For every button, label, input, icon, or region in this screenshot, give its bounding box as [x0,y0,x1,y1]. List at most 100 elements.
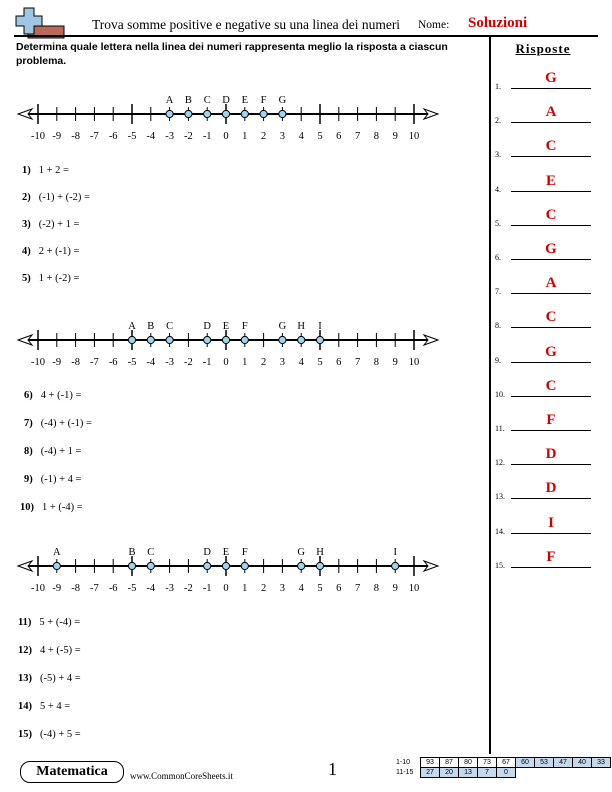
answer-row: 3. C [493,137,593,159]
answer-blank[interactable] [511,395,591,397]
score-range: 1-10 [396,759,411,766]
answer-blank[interactable] [511,566,591,568]
tick-label: 9 [393,131,398,142]
answer-blank[interactable] [511,361,591,363]
tick-label: 2 [261,131,266,142]
answer-value: A [545,275,557,292]
point-marker [221,109,231,119]
point-label: D [203,321,211,332]
problem-number: 6) [24,390,33,401]
brand-badge: Matematica [20,761,124,783]
answer-row: 10. C [493,377,593,399]
problem-number: 9) [24,474,33,485]
tick-label: -3 [165,131,174,142]
answer-blank[interactable] [511,464,591,466]
point-label: C [147,547,154,558]
answer-row: 1. G [493,69,593,91]
tick-label: -3 [165,357,174,368]
point-marker [165,335,174,345]
tick-label: -10 [31,357,45,368]
score-cell: 13 [458,767,478,778]
answer-blank[interactable] [511,259,591,260]
point-label: B [128,547,135,558]
point-label: E [223,321,229,332]
answer-row: 2. A [493,103,593,125]
answer-row: 14. I [493,514,593,536]
answer-row: 8. C [493,308,593,330]
point-marker [240,109,249,119]
problem-expression: 1 + (-4) = [42,502,83,513]
answer-blank[interactable] [511,498,591,500]
number-line-1: -10 -9 -8 -7 -6 -5 -4 -3 -2 -1 0 1 2 3 4 5 6 7 8 9 10A B C D E F G [16,95,440,142]
tick-label: 2 [261,583,266,594]
tick-label: 1 [242,583,247,594]
point-marker [240,561,249,571]
score-cell: 20 [439,767,459,778]
problem-item: 6) 4 + (-1) = [24,390,81,401]
tick-label: 8 [374,357,379,368]
score-cell: 7 [477,767,497,778]
problem-expression: (-4) + 1 = [40,446,82,457]
tick-label: 5 [317,583,322,594]
problem-expression: (-2) + 1 = [38,219,80,230]
answer-blank[interactable] [511,430,591,431]
tick-label: -3 [165,583,174,594]
point-label: E [242,95,248,106]
tick-label: 10 [409,583,420,594]
tick-label: -7 [90,357,99,368]
problem-expression: 5 + 4 = [40,701,71,712]
score-cell: 73 [477,757,497,768]
answer-blank[interactable] [511,156,591,158]
tick-label: 0 [223,131,228,142]
score-cell: 33 [591,757,611,768]
point-marker [315,561,325,571]
point-marker [391,561,400,571]
answer-row: 13. D [493,479,593,501]
answer-row: 12. D [493,445,593,467]
tick-label: 5 [317,357,322,368]
tick-label: -6 [109,357,118,368]
tick-label: 0 [223,357,228,368]
tick-label: -9 [52,357,61,368]
tick-label: -7 [90,583,99,594]
score-cell: 0 [496,767,516,778]
tick-label: -5 [128,357,137,368]
score-cell: 47 [553,757,573,768]
answer-blank[interactable] [511,122,591,124]
point-marker [165,109,174,119]
answer-value: C [545,206,557,223]
point-marker [127,335,137,345]
answer-blank[interactable] [511,190,591,192]
tick-label: -1 [203,131,212,142]
answer-value: C [545,377,557,394]
tick-label: -2 [184,583,193,594]
score-cell: 87 [439,757,459,768]
problem-item: 9) (-1) + 4 = [24,474,81,485]
tick-label: 3 [280,583,285,594]
problem-number: 8) [24,446,33,457]
tick-label: 8 [374,583,379,594]
answer-blank[interactable] [511,224,591,226]
point-label: I [393,547,397,558]
tick-label: -2 [184,131,193,142]
tick-label: 6 [336,357,341,368]
answer-row: 15. F [493,548,593,570]
score-row: 1-10 93 87 80 73 67 60 53 47 40 33 [394,757,611,768]
answer-blank[interactable] [511,532,591,534]
tick-label: -10 [31,131,45,142]
point-label: F [242,321,248,332]
website-link[interactable]: www.CommonCoreSheets.it [130,771,233,781]
answer-blank[interactable] [511,293,591,295]
tick-label: -7 [90,131,99,142]
point-label: F [242,547,248,558]
number-line-3: -10 -9 -8 -7 -6 -5 -4 -3 -2 -1 0 1 2 3 4 5 6 7 8 9 10A B C D E F G… [16,547,440,594]
answer-blank[interactable] [511,88,591,89]
point-marker [184,109,193,119]
answer-blank[interactable] [511,327,591,329]
point-label: I [318,321,322,332]
problem-number: 1) [22,165,31,176]
tick-label: -10 [31,583,45,594]
problem-item: 13) (-5) + 4 = [18,673,81,684]
answer-number: 13. [495,492,505,502]
problem-item: 2) (-1) + (-2) = [22,192,90,203]
